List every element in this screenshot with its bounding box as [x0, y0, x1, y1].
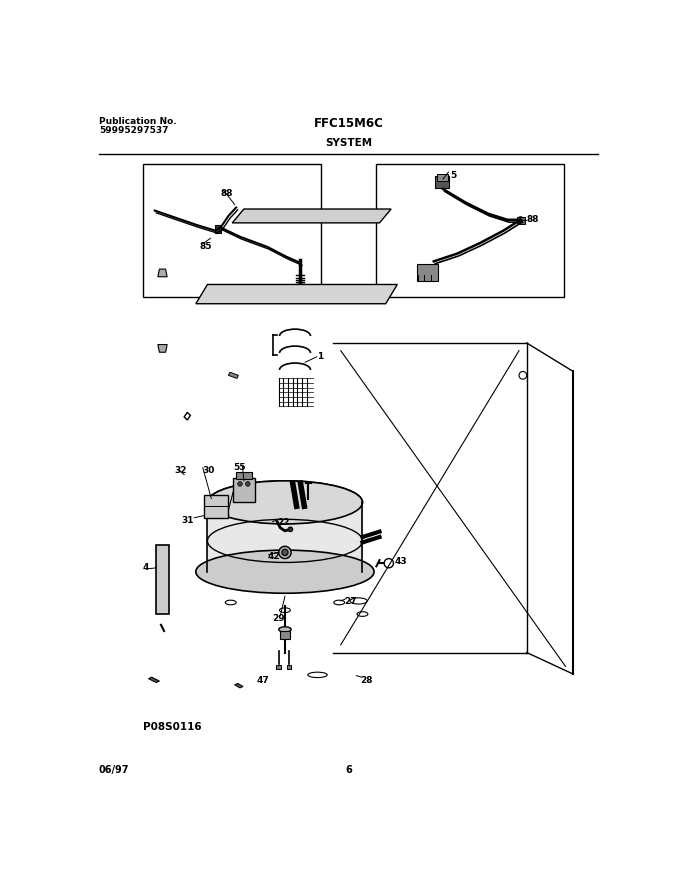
Text: 32: 32 — [174, 467, 186, 475]
Polygon shape — [228, 372, 239, 378]
Text: 27: 27 — [345, 597, 357, 606]
Text: 85: 85 — [200, 243, 212, 251]
Polygon shape — [148, 677, 159, 683]
Polygon shape — [233, 209, 391, 223]
Text: 55: 55 — [234, 463, 246, 472]
Circle shape — [238, 482, 242, 486]
Ellipse shape — [196, 550, 374, 594]
Circle shape — [517, 217, 524, 223]
Bar — [435, 176, 449, 188]
Text: 1: 1 — [318, 352, 324, 361]
Text: 6: 6 — [345, 765, 352, 775]
Text: 31: 31 — [181, 516, 194, 526]
Polygon shape — [196, 285, 397, 303]
Text: 59995297537: 59995297537 — [99, 126, 169, 135]
Text: 4: 4 — [142, 564, 148, 572]
Polygon shape — [158, 345, 167, 352]
Text: 30: 30 — [203, 467, 215, 475]
Text: 42: 42 — [267, 552, 279, 562]
Text: 28: 28 — [360, 676, 373, 684]
Bar — [236, 472, 252, 479]
Text: 88: 88 — [220, 189, 233, 198]
Bar — [203, 495, 228, 518]
Bar — [417, 265, 439, 281]
Text: SYSTEM: SYSTEM — [325, 138, 372, 148]
Polygon shape — [235, 684, 243, 688]
Text: 22: 22 — [277, 518, 290, 527]
Text: 88: 88 — [527, 215, 539, 224]
Circle shape — [245, 482, 250, 486]
Ellipse shape — [279, 627, 291, 632]
Bar — [286, 665, 291, 669]
Bar — [375, 163, 564, 297]
Bar — [215, 225, 222, 233]
Circle shape — [288, 527, 292, 532]
Ellipse shape — [207, 481, 362, 524]
Text: 29: 29 — [273, 614, 285, 623]
Text: P08S0116: P08S0116 — [143, 721, 202, 732]
Circle shape — [282, 549, 288, 556]
Text: FFC15M6C: FFC15M6C — [313, 117, 384, 131]
Bar — [143, 163, 322, 297]
Bar — [233, 478, 255, 503]
Bar — [277, 665, 281, 669]
Circle shape — [279, 546, 291, 558]
Bar — [517, 218, 525, 224]
Text: Publication No.: Publication No. — [99, 117, 177, 126]
Bar — [156, 545, 169, 614]
Polygon shape — [158, 269, 167, 277]
Text: 5: 5 — [450, 170, 456, 180]
Bar — [279, 631, 290, 639]
Text: 43: 43 — [395, 557, 407, 566]
Text: 06/97: 06/97 — [99, 765, 129, 775]
Ellipse shape — [207, 481, 362, 524]
Bar — [437, 175, 447, 181]
Text: 47: 47 — [257, 676, 270, 684]
